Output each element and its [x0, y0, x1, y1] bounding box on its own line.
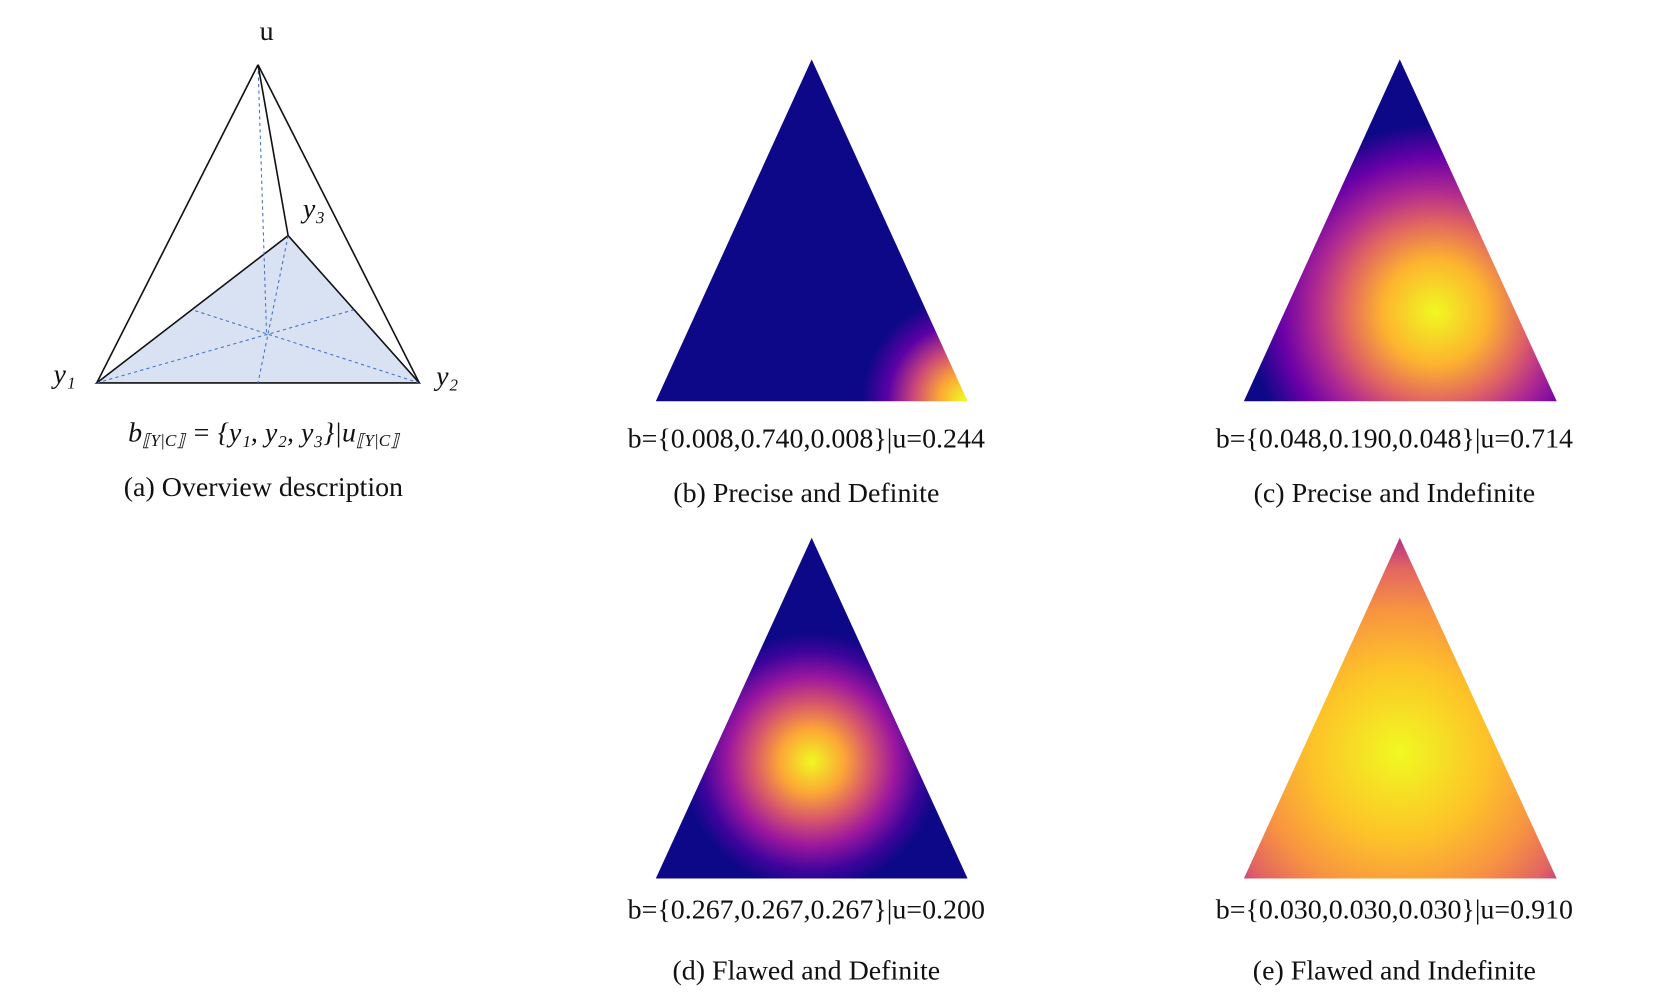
formula-sub: ⟦Y|C⟧	[356, 431, 401, 450]
panel-d: b={0.267,0.267,0.267}|u=0.200 (d) Flawed…	[628, 537, 985, 987]
density-triangle	[655, 537, 968, 879]
vertex-label: y₂	[433, 361, 458, 392]
formula-sub: ⟦Y|C⟧	[142, 431, 187, 450]
caption: (d) Flawed and Definite	[672, 956, 940, 987]
vertex-label: u	[260, 16, 274, 47]
formula-part: = {y₁, y₂, y₃}|u	[185, 418, 356, 449]
belief-label: b={0.267,0.267,0.267}|u=0.200	[628, 894, 985, 925]
belief-label: b={0.030,0.030,0.030}|u=0.910	[1216, 894, 1573, 925]
density-triangle	[1243, 537, 1557, 879]
panel-b: b={0.008,0.740,0.008}|u=0.244 (b) Precis…	[628, 59, 985, 509]
panel-e: b={0.030,0.030,0.030}|u=0.910 (e) Flawed…	[1216, 537, 1573, 987]
formula-part: b	[128, 418, 142, 449]
caption: (c) Precise and Indefinite	[1254, 478, 1536, 509]
caption: (e) Flawed and Indefinite	[1253, 956, 1536, 987]
dashed-lines	[96, 64, 420, 384]
panel-c: b={0.048,0.190,0.048}|u=0.714 (c) Precis…	[1216, 59, 1573, 509]
belief-label: b={0.008,0.740,0.008}|u=0.244	[628, 423, 985, 454]
caption: (b) Precise and Definite	[673, 478, 939, 509]
caption: (a) Overview description	[124, 472, 403, 503]
density-triangle	[655, 59, 968, 402]
density-triangle	[1243, 59, 1557, 402]
base-face	[94, 234, 422, 384]
belief-label: b={0.048,0.190,0.048}|u=0.714	[1216, 423, 1573, 454]
edges	[96, 64, 421, 384]
vertex-label: y₃	[300, 193, 325, 224]
panel-a: u y₁ y₂ y₃ b⟦Y|C⟧ = {y₁, y₂, y₃}|u⟦Y|C⟧ …	[50, 16, 458, 503]
formula: b⟦Y|C⟧ = {y₁, y₂, y₃}|u⟦Y|C⟧	[128, 418, 401, 450]
vertex-label: y₁	[50, 359, 75, 390]
